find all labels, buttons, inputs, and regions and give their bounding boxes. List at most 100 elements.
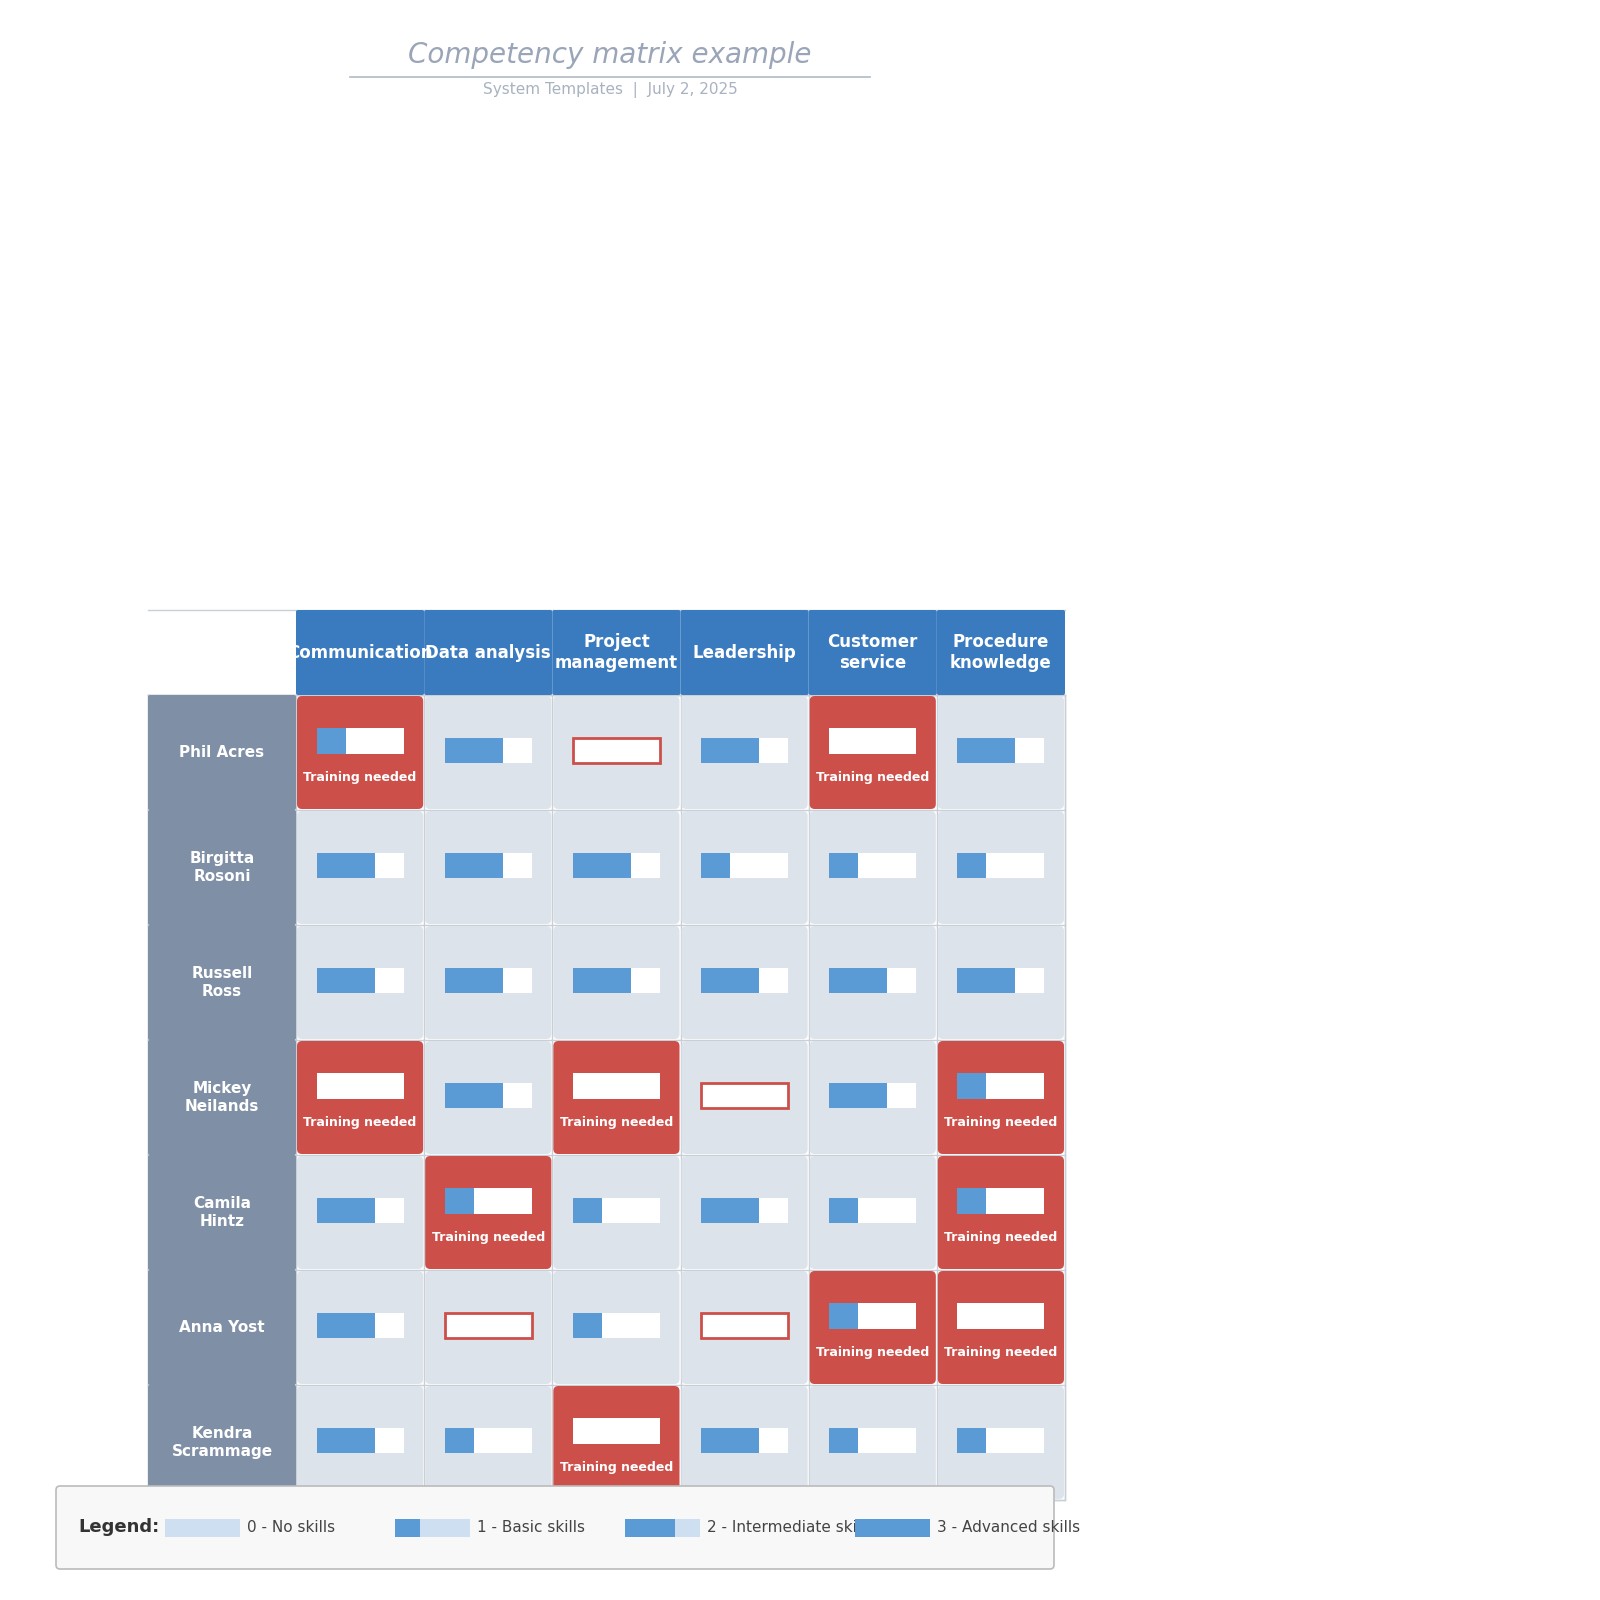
Bar bbox=[573, 853, 659, 878]
Text: Training needed: Training needed bbox=[816, 1346, 930, 1360]
FancyBboxPatch shape bbox=[810, 926, 936, 1038]
Bar bbox=[573, 968, 659, 994]
Bar bbox=[395, 1518, 470, 1536]
FancyBboxPatch shape bbox=[298, 1155, 422, 1269]
Bar bbox=[829, 1304, 917, 1328]
Text: Leadership: Leadership bbox=[693, 643, 797, 661]
FancyBboxPatch shape bbox=[938, 610, 1066, 694]
FancyBboxPatch shape bbox=[682, 1155, 808, 1269]
Bar bbox=[854, 1518, 930, 1536]
Bar bbox=[445, 1427, 474, 1453]
Bar bbox=[701, 738, 758, 763]
FancyBboxPatch shape bbox=[682, 811, 808, 925]
FancyBboxPatch shape bbox=[147, 1040, 296, 1155]
Bar bbox=[317, 968, 403, 994]
FancyBboxPatch shape bbox=[554, 1386, 680, 1499]
Bar bbox=[701, 853, 730, 878]
FancyBboxPatch shape bbox=[938, 1270, 1064, 1384]
FancyBboxPatch shape bbox=[56, 1486, 1054, 1570]
Bar bbox=[701, 968, 789, 994]
Bar bbox=[317, 968, 374, 994]
FancyBboxPatch shape bbox=[938, 1386, 1064, 1499]
Bar bbox=[445, 1427, 531, 1453]
Bar bbox=[701, 968, 758, 994]
Text: 3 - Advanced skills: 3 - Advanced skills bbox=[938, 1520, 1080, 1534]
Bar bbox=[445, 738, 531, 763]
FancyBboxPatch shape bbox=[147, 1155, 296, 1270]
Bar bbox=[957, 1189, 986, 1214]
Bar bbox=[317, 1312, 374, 1338]
Bar bbox=[701, 853, 789, 878]
Bar bbox=[829, 1197, 917, 1222]
FancyBboxPatch shape bbox=[680, 610, 808, 694]
FancyBboxPatch shape bbox=[298, 1386, 422, 1499]
FancyBboxPatch shape bbox=[298, 1042, 422, 1154]
Text: Customer
service: Customer service bbox=[827, 634, 918, 672]
Bar bbox=[829, 853, 858, 878]
Bar bbox=[165, 1518, 240, 1536]
Text: Training needed: Training needed bbox=[560, 1461, 674, 1474]
Bar bbox=[317, 853, 374, 878]
Bar bbox=[829, 1083, 888, 1107]
FancyBboxPatch shape bbox=[810, 1386, 936, 1499]
FancyBboxPatch shape bbox=[426, 811, 552, 925]
Text: Training needed: Training needed bbox=[944, 1232, 1058, 1245]
Bar bbox=[445, 1189, 474, 1214]
FancyBboxPatch shape bbox=[426, 1386, 552, 1499]
Bar bbox=[573, 853, 630, 878]
FancyBboxPatch shape bbox=[810, 1270, 936, 1384]
Text: Birgitta
Rosoni: Birgitta Rosoni bbox=[189, 851, 254, 883]
Bar bbox=[445, 968, 502, 994]
FancyBboxPatch shape bbox=[682, 696, 808, 810]
FancyBboxPatch shape bbox=[938, 1042, 1064, 1154]
Bar bbox=[445, 1189, 531, 1214]
Bar bbox=[573, 1074, 659, 1099]
Text: Legend:: Legend: bbox=[78, 1518, 160, 1536]
Text: Procedure
knowledge: Procedure knowledge bbox=[950, 634, 1051, 672]
FancyBboxPatch shape bbox=[147, 925, 296, 1040]
Bar bbox=[701, 1427, 758, 1453]
Text: Training needed: Training needed bbox=[816, 771, 930, 784]
Text: Project
management: Project management bbox=[555, 634, 678, 672]
Bar bbox=[829, 968, 888, 994]
FancyBboxPatch shape bbox=[426, 1042, 552, 1154]
Bar bbox=[854, 1518, 930, 1536]
FancyBboxPatch shape bbox=[554, 926, 680, 1038]
Text: Camila
Hintz: Camila Hintz bbox=[194, 1197, 251, 1229]
FancyBboxPatch shape bbox=[938, 696, 1064, 810]
Bar bbox=[829, 968, 917, 994]
Bar bbox=[829, 1427, 917, 1453]
FancyBboxPatch shape bbox=[682, 926, 808, 1038]
Bar bbox=[829, 1083, 917, 1107]
Text: Kendra
Scrammage: Kendra Scrammage bbox=[171, 1426, 272, 1459]
FancyBboxPatch shape bbox=[554, 1155, 680, 1269]
Bar bbox=[957, 738, 1016, 763]
Bar bbox=[317, 1312, 403, 1338]
Text: Data analysis: Data analysis bbox=[426, 643, 550, 661]
Bar bbox=[957, 853, 1045, 878]
FancyBboxPatch shape bbox=[426, 926, 552, 1038]
Bar bbox=[957, 853, 986, 878]
Bar bbox=[957, 1304, 1045, 1328]
Bar bbox=[957, 968, 1016, 994]
FancyBboxPatch shape bbox=[682, 1042, 808, 1154]
Bar bbox=[957, 1427, 1045, 1453]
Bar bbox=[701, 1197, 789, 1222]
FancyBboxPatch shape bbox=[424, 610, 552, 694]
FancyBboxPatch shape bbox=[298, 1270, 422, 1384]
Bar bbox=[317, 1427, 403, 1453]
FancyBboxPatch shape bbox=[426, 696, 552, 810]
Bar bbox=[445, 853, 531, 878]
Bar bbox=[445, 853, 502, 878]
FancyBboxPatch shape bbox=[808, 610, 938, 694]
Bar bbox=[829, 853, 917, 878]
Bar bbox=[573, 1418, 659, 1443]
Text: 0 - No skills: 0 - No skills bbox=[246, 1520, 334, 1534]
Bar bbox=[957, 968, 1045, 994]
Bar bbox=[957, 1427, 986, 1453]
Bar bbox=[573, 738, 659, 763]
Bar bbox=[829, 1197, 858, 1222]
FancyBboxPatch shape bbox=[298, 811, 422, 925]
Bar bbox=[573, 1197, 602, 1222]
FancyBboxPatch shape bbox=[298, 926, 422, 1038]
